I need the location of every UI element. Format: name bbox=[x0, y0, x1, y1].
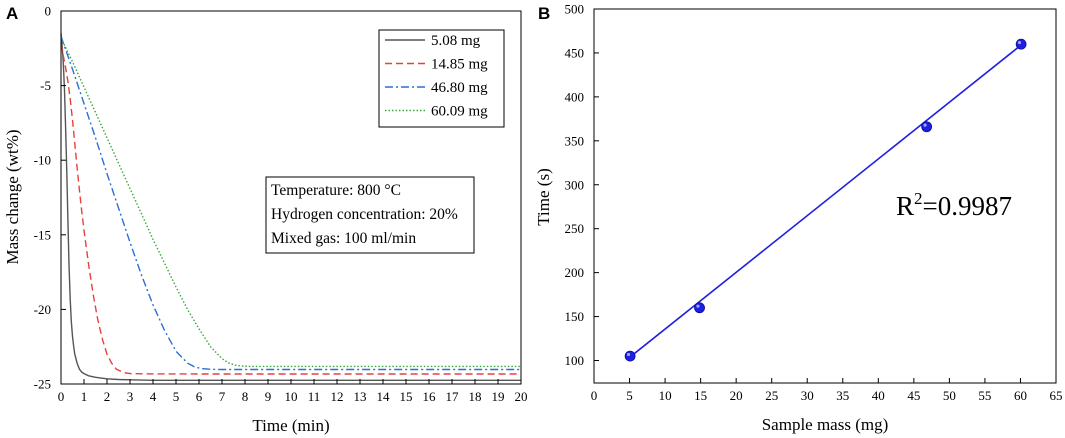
legend-label-0: 5.08 mg bbox=[431, 33, 481, 49]
chart-a-xlabel: Time (min) bbox=[252, 416, 329, 435]
a-xtick-label: 14 bbox=[377, 389, 391, 404]
b-xtick-label: 65 bbox=[1050, 388, 1063, 403]
chart-b-xlabel: Sample mass (mg) bbox=[762, 415, 889, 434]
b-ytick-label: 200 bbox=[565, 265, 585, 280]
a-xtick-label: 5 bbox=[173, 389, 180, 404]
b-xtick-label: 10 bbox=[659, 388, 672, 403]
info-box-frame bbox=[265, 176, 475, 254]
a-xtick-label: 9 bbox=[265, 389, 272, 404]
chart-b-ylabel: Time (s) bbox=[534, 168, 553, 225]
a-xtick-label: 6 bbox=[196, 389, 203, 404]
a-xtick-label: 7 bbox=[219, 389, 226, 404]
data-point-2 bbox=[921, 121, 933, 133]
data-point-highlight-3 bbox=[1017, 40, 1022, 45]
b-xtick-label: 55 bbox=[978, 388, 991, 403]
b-xtick-label: 35 bbox=[836, 388, 849, 403]
chart-a-info-box: Temperature: 800 °C Hydrogen concentrati… bbox=[265, 176, 475, 254]
a-ytick-label: -5 bbox=[40, 78, 51, 93]
panel-a-letter: A bbox=[6, 4, 18, 23]
chart-a-yticks: 0 -5 -10 -15 -20 -25 bbox=[34, 4, 66, 392]
b-xtick-label: 0 bbox=[591, 388, 598, 403]
data-point-3 bbox=[1015, 38, 1027, 50]
data-point-1 bbox=[694, 302, 705, 314]
chart-b-points bbox=[624, 38, 1027, 362]
a-ytick-label: 0 bbox=[45, 4, 52, 19]
chart-b-frame bbox=[593, 8, 1057, 384]
b-ytick-label: 450 bbox=[565, 45, 585, 60]
r2-prefix: R bbox=[896, 191, 914, 221]
info-gas-flow: Mixed gas: 100 ml/min bbox=[271, 230, 416, 247]
chart-a-ylabel: Mass change (wt%) bbox=[3, 129, 22, 264]
b-xtick-label: 15 bbox=[694, 388, 707, 403]
a-ytick-label: -10 bbox=[34, 153, 51, 168]
r-squared-label: R2=0.9987 bbox=[896, 189, 1012, 221]
b-ytick-label: 150 bbox=[565, 309, 585, 324]
b-ytick-label: 100 bbox=[565, 353, 585, 368]
chart-b: 0 5 10 15 20 25 30 35 40 45 50 55 60 65 100 150 200 250 3… bbox=[534, 2, 1063, 435]
b-ytick-label: 300 bbox=[565, 177, 585, 192]
a-xtick-label: 2 bbox=[104, 389, 111, 404]
legend-label-1: 14.85 mg bbox=[431, 57, 488, 73]
info-temperature: Temperature: 800 °C bbox=[271, 182, 401, 199]
b-ytick-label: 350 bbox=[565, 133, 585, 148]
a-xtick-label: 10 bbox=[285, 389, 298, 404]
b-xtick-label: 45 bbox=[907, 388, 920, 403]
chart-a-legend: 5.08 mg 14.85 mg 46.80 mg 60.09 mg bbox=[378, 29, 505, 128]
chart-b-yticks: 100 150 200 250 300 350 400 450 500 bbox=[565, 2, 599, 368]
b-xtick-label: 50 bbox=[943, 388, 956, 403]
b-ytick-label: 400 bbox=[565, 89, 585, 104]
b-xtick-label: 25 bbox=[765, 388, 778, 403]
b-xtick-label: 20 bbox=[730, 388, 743, 403]
a-xtick-label: 17 bbox=[446, 389, 460, 404]
b-ytick-label: 500 bbox=[565, 2, 585, 17]
b-xtick-label: 60 bbox=[1014, 388, 1027, 403]
a-ytick-label: -15 bbox=[34, 227, 51, 242]
info-hydrogen: Hydrogen concentration: 20% bbox=[271, 206, 458, 223]
a-xtick-label: 3 bbox=[127, 389, 134, 404]
a-xtick-label: 12 bbox=[331, 389, 344, 404]
chart-b-xticks: 0 5 10 15 20 25 30 35 40 45 50 55 60 65 bbox=[591, 378, 1063, 403]
data-point-highlight-1 bbox=[696, 304, 700, 308]
b-xtick-label: 30 bbox=[801, 388, 814, 403]
b-xtick-label: 5 bbox=[626, 388, 633, 403]
a-xtick-label: 20 bbox=[515, 389, 528, 404]
r2-superscript: 2 bbox=[914, 189, 923, 208]
panel-b-letter: B bbox=[538, 4, 550, 23]
series-line-2 bbox=[60, 36, 521, 371]
a-xtick-label: 18 bbox=[469, 389, 482, 404]
b-xtick-label: 40 bbox=[872, 388, 885, 403]
a-xtick-label: 16 bbox=[423, 389, 437, 404]
data-point-highlight-2 bbox=[923, 123, 927, 127]
data-point-highlight-0 bbox=[626, 352, 631, 357]
a-ytick-label: -20 bbox=[34, 302, 51, 317]
chart-a: 0 1 2 3 4 5 6 7 8 9 10 11 12 13 14 15 16 17 18 19 20 0-5-10-… bbox=[3, 4, 528, 436]
data-point-0 bbox=[624, 350, 636, 362]
b-ytick-label: 250 bbox=[565, 221, 585, 236]
a-xtick-label: 1 bbox=[81, 389, 88, 404]
a-xtick-label: 13 bbox=[354, 389, 367, 404]
series-line-3 bbox=[60, 37, 521, 368]
legend-label-3: 60.09 mg bbox=[431, 104, 488, 120]
a-xtick-label: 19 bbox=[492, 389, 505, 404]
a-xtick-label: 4 bbox=[150, 389, 157, 404]
a-xtick-label: 0 bbox=[58, 389, 65, 404]
chart-a-xticks: 0 1 2 3 4 5 6 7 8 9 10 11 12 13 14 15 16 17 18 19 20 bbox=[58, 379, 528, 404]
a-xtick-label: 11 bbox=[308, 389, 321, 404]
legend-label-2: 46.80 mg bbox=[431, 80, 488, 96]
a-xtick-label: 15 bbox=[400, 389, 413, 404]
a-ytick-label: -25 bbox=[34, 377, 51, 392]
a-xtick-label: 8 bbox=[242, 389, 249, 404]
r2-value: =0.9987 bbox=[923, 191, 1012, 221]
